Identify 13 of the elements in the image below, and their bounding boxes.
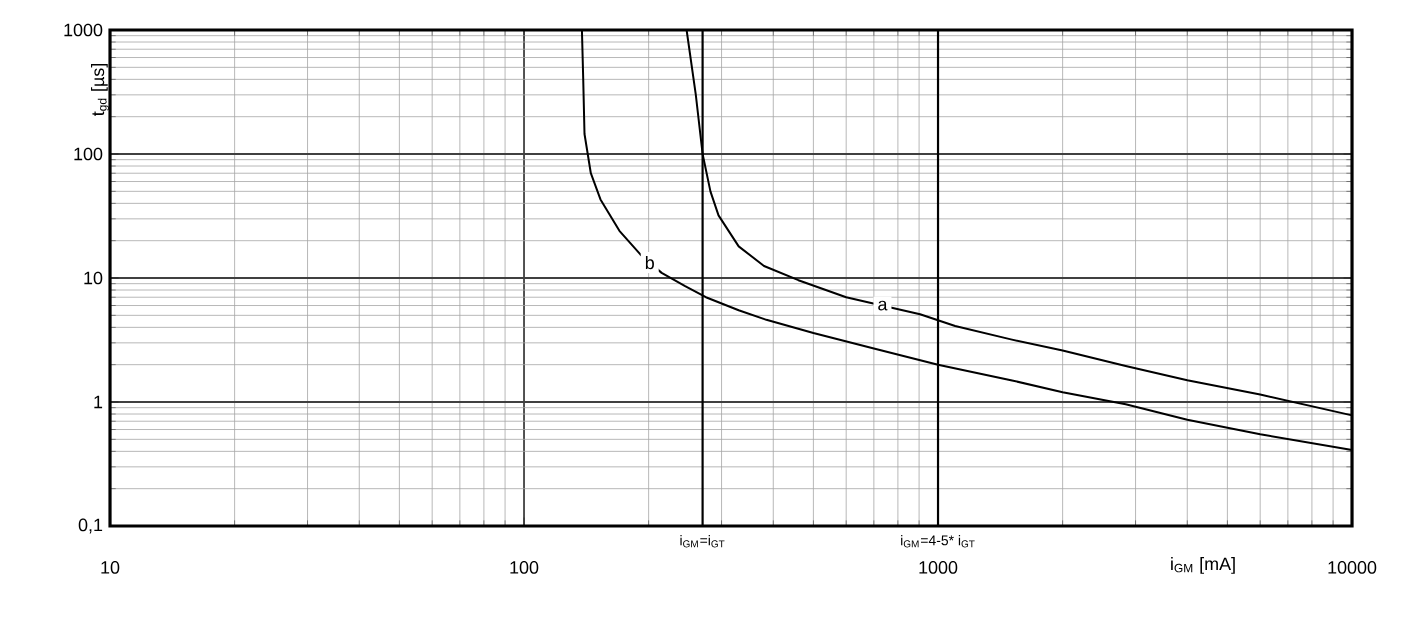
x-tick-label: 10000 bbox=[1328, 561, 1377, 574]
y-axis-title: t$_{gd}$ [µs] bbox=[91, 64, 109, 116]
y-tick-label: 1000 bbox=[64, 23, 103, 37]
y-tick-label: 1 bbox=[94, 395, 103, 409]
series-label: b bbox=[645, 255, 654, 270]
x-tick-label: 1000 bbox=[919, 561, 958, 574]
y-tick-label: 100 bbox=[74, 147, 103, 161]
series-label: a bbox=[878, 300, 888, 311]
y-tick-label: 10 bbox=[84, 271, 103, 285]
y-tick-label: 0,1 bbox=[78, 518, 103, 534]
x-tick-label: 10 bbox=[101, 561, 120, 574]
x-tick-label: 100 bbox=[510, 561, 539, 574]
x-axis-title: i$_{GM}$ [mA] bbox=[1171, 557, 1235, 574]
